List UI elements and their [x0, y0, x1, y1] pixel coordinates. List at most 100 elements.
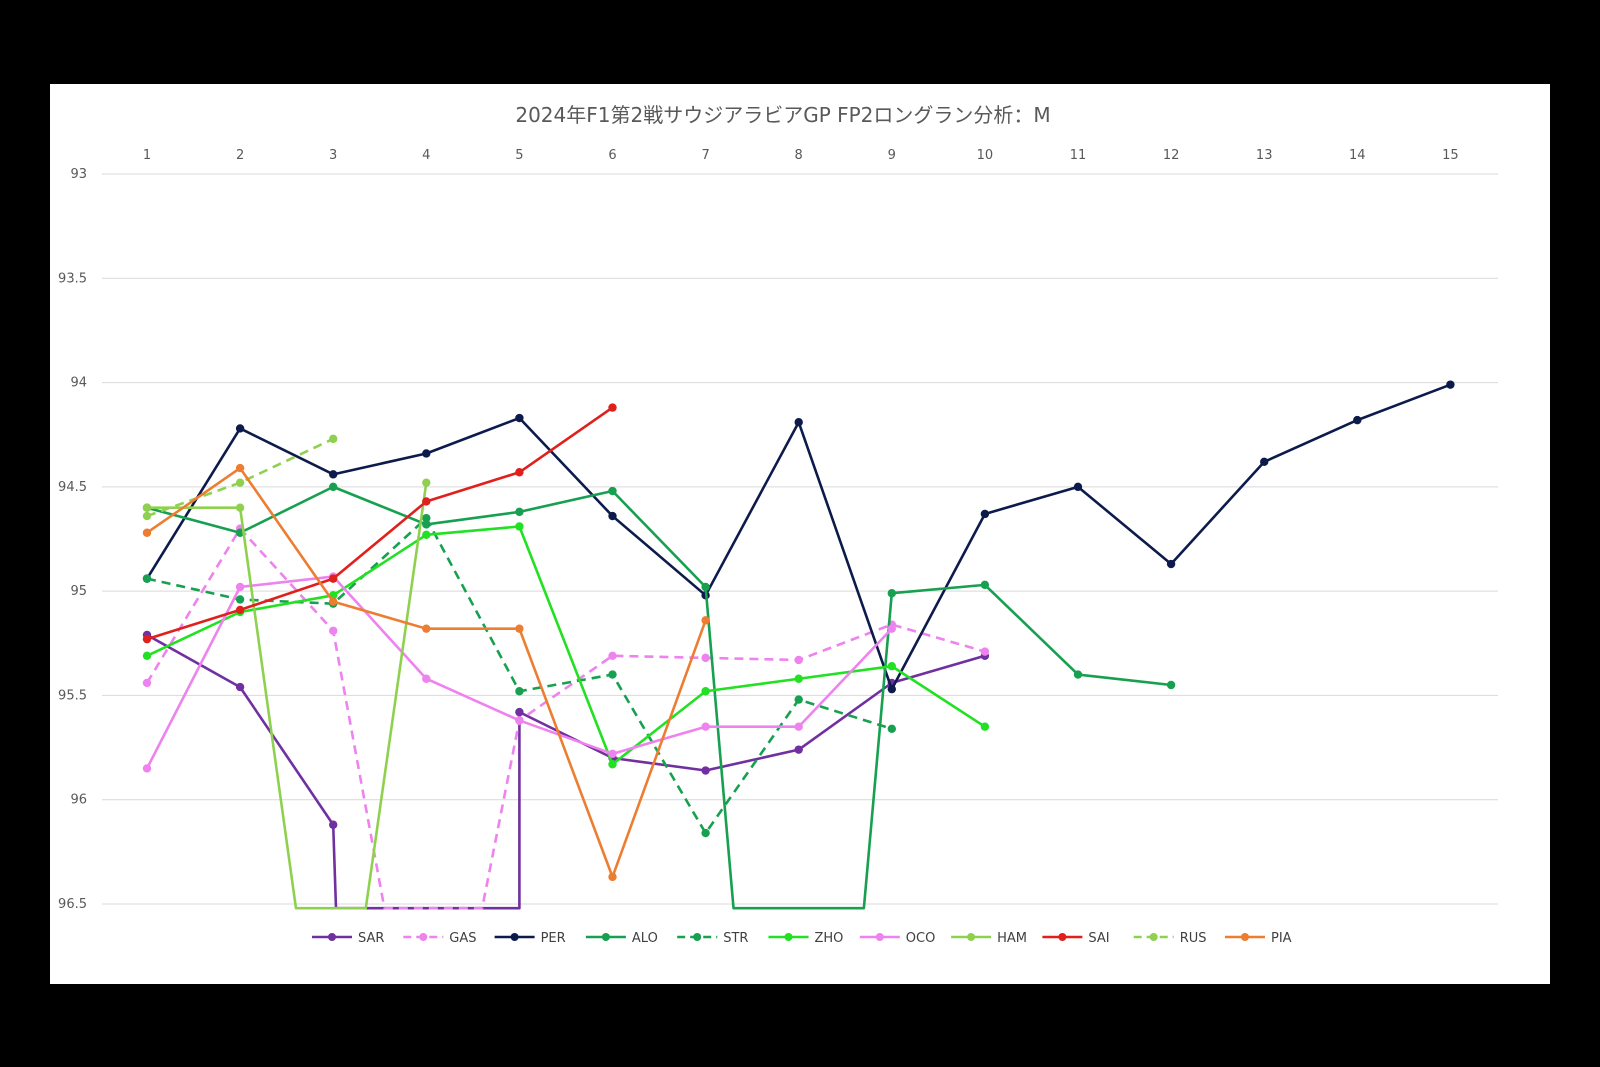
legend-item-oco: OCO: [859, 931, 936, 946]
data-point: [701, 687, 710, 696]
data-point: [142, 764, 152, 773]
legend-label: SAR: [358, 931, 384, 946]
data-point: [1073, 670, 1083, 679]
data-point: [608, 670, 617, 679]
legend-label: STR: [723, 931, 748, 946]
y-tick-label: 94: [70, 376, 87, 391]
data-point: [515, 507, 524, 517]
data-point: [794, 695, 803, 704]
data-point: [794, 722, 803, 731]
series-sar: [142, 630, 990, 910]
chart-title: 2024年F1第2戦サウジアラビアGP FP2ロングラン分析：M: [515, 103, 1050, 127]
legend-label: PER: [541, 931, 566, 946]
data-point: [142, 651, 152, 660]
data-point: [608, 403, 617, 412]
legend-item-gas: GAS: [403, 931, 477, 946]
data-point: [329, 482, 338, 492]
data-point: [1166, 559, 1176, 569]
data-point: [701, 722, 710, 731]
data-point: [329, 470, 338, 479]
data-point: [608, 760, 617, 769]
data-point: [422, 513, 431, 523]
data-point: [329, 434, 338, 444]
series-ham: [142, 478, 431, 910]
y-tick-label: 93.5: [58, 271, 87, 286]
data-point: [887, 589, 896, 598]
data-point: [142, 511, 152, 521]
data-point: [1260, 457, 1269, 467]
legend-label: HAM: [997, 931, 1027, 946]
data-point: [422, 497, 431, 506]
legend-swatch-marker: [601, 933, 610, 941]
data-point: [1353, 415, 1362, 425]
series-line-sai: [146, 406, 614, 641]
series-rus: [142, 434, 338, 521]
data-point: [701, 582, 710, 592]
data-point: [329, 820, 338, 829]
data-point: [980, 580, 990, 590]
data-point: [887, 724, 896, 733]
data-point: [422, 530, 431, 540]
x-tick-label: 4: [422, 148, 430, 163]
data-point: [794, 418, 803, 427]
legend-label: ZHO: [815, 931, 844, 946]
data-point: [515, 522, 524, 531]
x-tick-label: 9: [888, 148, 896, 163]
legend-label: PIA: [1271, 931, 1292, 946]
x-tick-label: 8: [795, 148, 803, 163]
data-point: [980, 647, 990, 656]
series-per: [142, 380, 1455, 694]
x-tick-label: 1: [143, 148, 151, 163]
legend-item-per: PER: [494, 931, 566, 946]
data-point: [329, 626, 338, 635]
data-point: [608, 651, 617, 660]
data-point: [608, 749, 617, 759]
data-point: [887, 662, 896, 671]
legend-label: OCO: [906, 931, 936, 946]
data-point: [1073, 482, 1083, 492]
legend-swatch-marker: [784, 933, 793, 941]
data-point: [980, 722, 990, 731]
data-point: [235, 463, 245, 473]
y-tick-label: 96: [70, 793, 87, 808]
legend-swatch-marker: [875, 933, 884, 941]
legend-item-sai: SAI: [1042, 931, 1110, 946]
legend: SAR GAS PER ALO STR ZHO OCO HAM SAI RUS PIA: [312, 931, 1292, 946]
legend-swatch-marker: [1058, 933, 1067, 941]
data-point: [1446, 380, 1455, 389]
legend-item-ham: HAM: [951, 931, 1027, 946]
data-point: [142, 678, 152, 688]
y-tick-label: 95: [70, 584, 87, 599]
data-point: [980, 509, 990, 519]
series-oco: [142, 572, 896, 773]
legend-swatch-marker: [419, 933, 428, 941]
legend-swatch-marker: [1149, 933, 1158, 941]
legend-item-alo: ALO: [585, 931, 658, 946]
data-point: [142, 574, 152, 583]
legend-label: SAI: [1088, 931, 1109, 946]
y-axis-ticks: 93 93.5 94 94.5 95 95.5 96 96.5: [58, 167, 87, 912]
data-point: [701, 766, 710, 775]
data-point: [142, 503, 152, 512]
data-point: [422, 674, 431, 683]
data-point: [515, 468, 524, 477]
series-pia: [142, 463, 710, 882]
data-point: [329, 597, 338, 606]
data-point: [608, 872, 617, 882]
data-point: [142, 634, 152, 644]
data-point: [608, 511, 617, 521]
x-tick-label: 12: [1163, 148, 1180, 163]
legend-swatch-marker: [967, 933, 976, 941]
data-point: [235, 682, 245, 692]
x-tick-label: 10: [977, 148, 994, 163]
series-sai: [142, 403, 617, 644]
x-tick-label: 15: [1442, 148, 1459, 163]
x-tick-label: 13: [1256, 148, 1273, 163]
data-point: [701, 653, 710, 663]
data-point: [515, 716, 524, 725]
series-layer: [142, 380, 1455, 910]
data-point: [422, 449, 431, 458]
legend-item-sar: SAR: [312, 931, 384, 946]
y-tick-label: 96.5: [58, 897, 87, 912]
